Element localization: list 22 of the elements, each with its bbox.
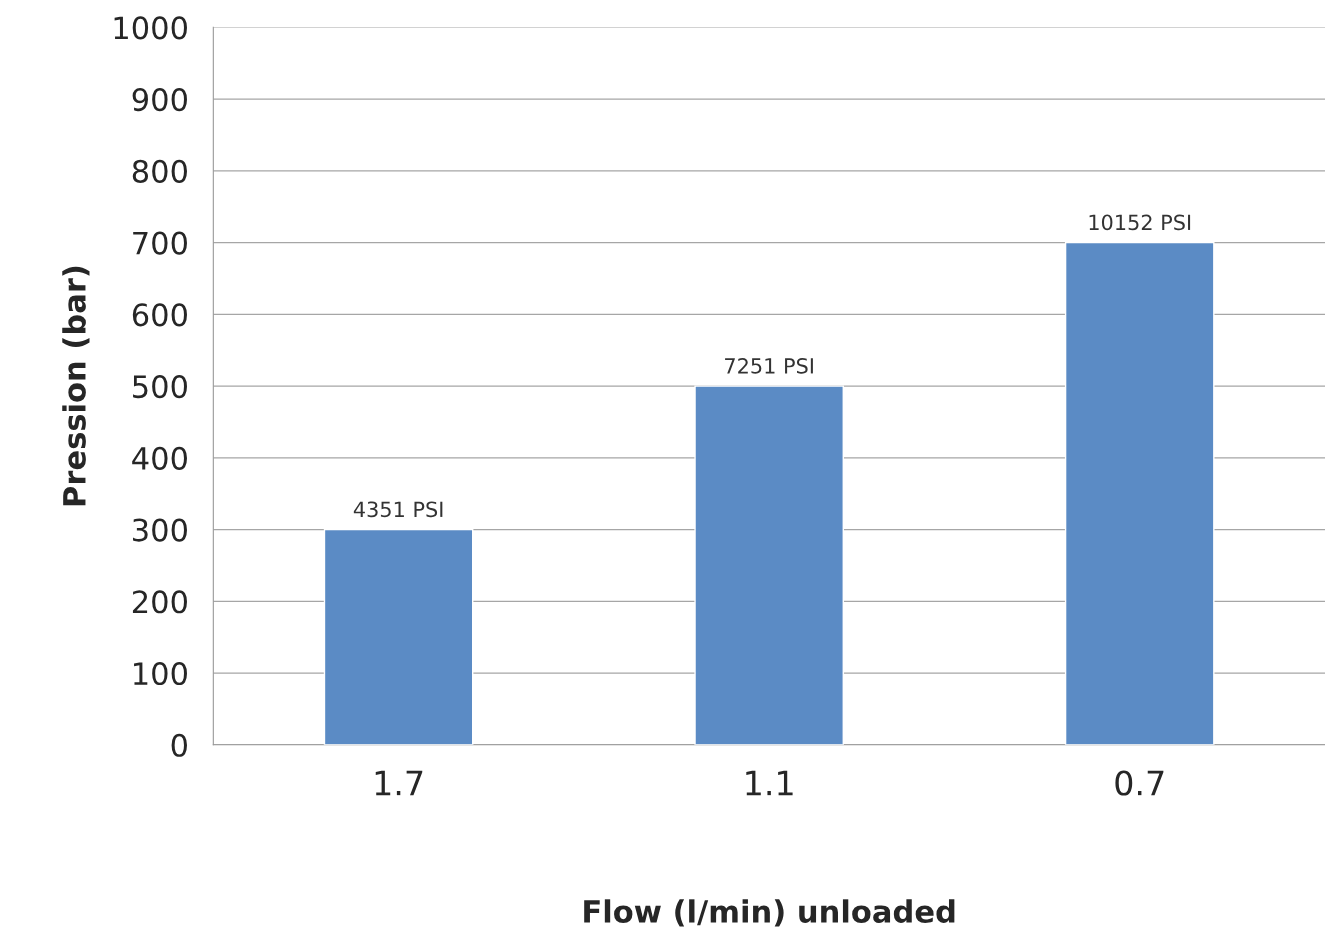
x-tick-label: 1.7 — [375, 770, 423, 796]
bar — [1064, 241, 1215, 745]
annotation: 4351 PSI — [353, 501, 443, 518]
y-tick-label: 100 — [134, 662, 187, 686]
y-tick-label: 1000 — [114, 16, 187, 40]
y-tick-label: 300 — [133, 518, 187, 542]
bar — [323, 528, 474, 745]
y-tick-label: 0 — [171, 733, 187, 757]
y-tick-label: 700 — [133, 231, 187, 255]
y-tick-label: 600 — [132, 303, 187, 327]
y-tick-label: 800 — [132, 159, 187, 183]
y-tick-label: 400 — [132, 446, 187, 470]
y-tick-label: 200 — [132, 590, 187, 614]
x-axis-title: Flow (l/min) unloaded — [584, 899, 955, 927]
x-tick-label: 0.7 — [1115, 770, 1164, 796]
bar — [694, 385, 844, 745]
y-axis-title: Pression (bar) — [62, 266, 90, 506]
annotation: 10152 PSI — [1089, 214, 1191, 231]
x-tick-label: 1.1 — [746, 770, 793, 796]
y-tick-label: 900 — [132, 88, 187, 112]
annotation: 7251 PSI — [725, 357, 813, 374]
y-tick-label: 500 — [133, 375, 187, 399]
